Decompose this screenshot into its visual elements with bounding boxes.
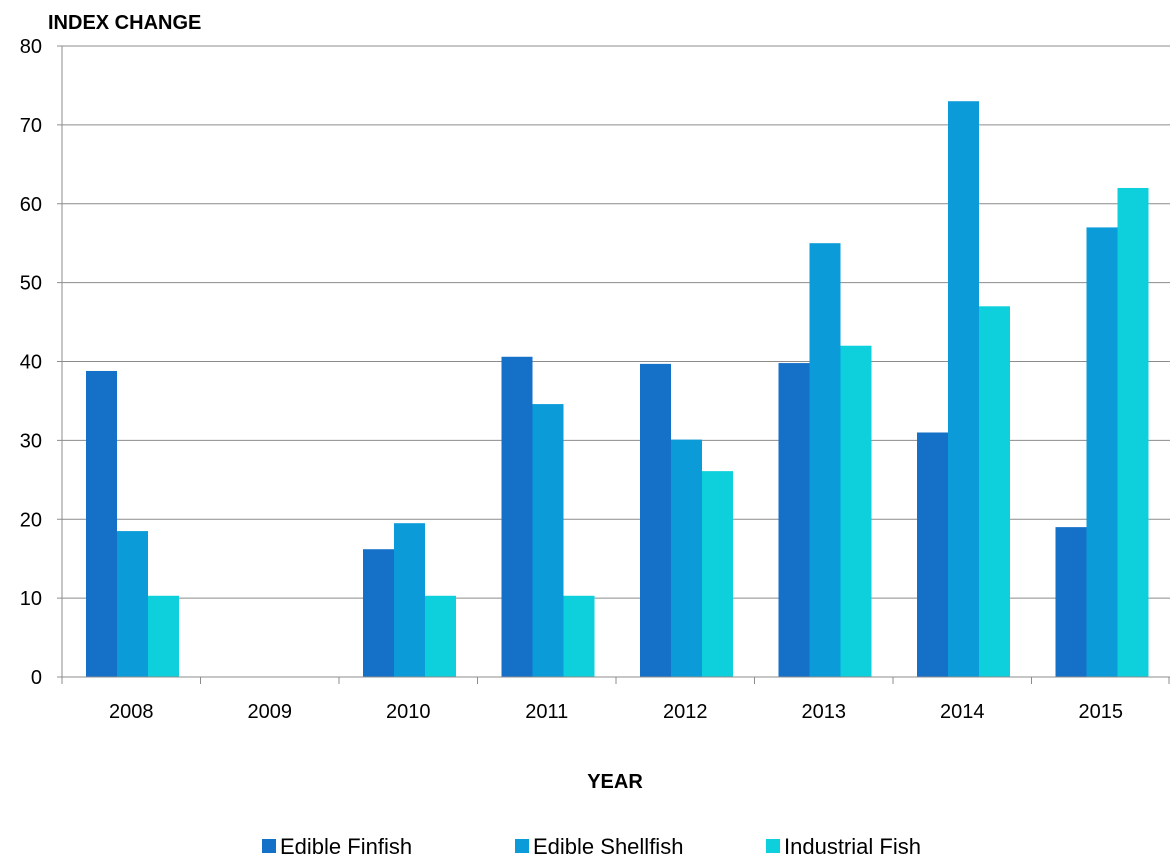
y-tick-labels: 0 10 20 30 40 50 60 70 80 <box>20 36 42 689</box>
y-tick-label: 30 <box>20 430 42 452</box>
x-tick-label: 2008 <box>109 701 154 723</box>
x-tick-label: 2015 <box>1079 701 1124 723</box>
y-tick-label: 40 <box>20 352 42 374</box>
legend-label: Edible Shellfish <box>533 834 683 859</box>
y-tick-label: 20 <box>20 509 42 531</box>
bar <box>501 356 533 677</box>
axes <box>57 45 1170 684</box>
legend-label: Edible Finfish <box>280 834 412 859</box>
y-tick-label: 0 <box>31 667 42 689</box>
x-tick-label: 2013 <box>802 701 847 723</box>
x-tick-label: 2012 <box>663 701 708 723</box>
x-tick-label: 2011 <box>525 701 568 723</box>
x-tick-label: 2010 <box>386 701 431 723</box>
bar <box>702 471 733 677</box>
bar <box>363 549 394 677</box>
y-tick-label: 80 <box>20 36 42 58</box>
bar <box>809 243 841 677</box>
x-axis-title: YEAR <box>587 771 643 793</box>
y-axis-title: INDEX CHANGE <box>48 12 201 34</box>
y-tick-label: 10 <box>20 588 42 610</box>
y-tick-label: 50 <box>20 273 42 295</box>
x-tick-label: 2014 <box>940 701 985 723</box>
bar <box>425 595 456 677</box>
bar <box>840 345 872 677</box>
x-tick-labels: 2008 2009 2010 2011 2012 2013 2014 2015 <box>109 701 1123 723</box>
bar <box>148 595 179 677</box>
bar <box>1086 227 1118 677</box>
bar <box>917 432 948 677</box>
legend-swatch <box>515 839 529 853</box>
x-tick-label: 2009 <box>248 701 293 723</box>
bar <box>778 363 810 677</box>
legend-swatch <box>262 839 276 853</box>
bar <box>948 101 979 677</box>
bar <box>1055 527 1087 677</box>
bar <box>563 595 595 677</box>
bar <box>532 404 564 677</box>
bars <box>86 101 1149 677</box>
bar <box>671 439 702 677</box>
y-tick-label: 60 <box>20 194 42 216</box>
legend-swatch <box>766 839 780 853</box>
bar <box>86 370 117 677</box>
bar <box>1117 187 1149 677</box>
bar <box>979 306 1010 677</box>
bar <box>640 363 671 677</box>
legend-label: Industrial Fish <box>784 834 921 859</box>
gridlines <box>62 45 1170 599</box>
bar <box>117 531 148 677</box>
legend: Edible Finfish Edible Shellfish Industrial… <box>262 834 921 859</box>
bar <box>394 523 425 677</box>
y-tick-label: 70 <box>20 115 42 137</box>
